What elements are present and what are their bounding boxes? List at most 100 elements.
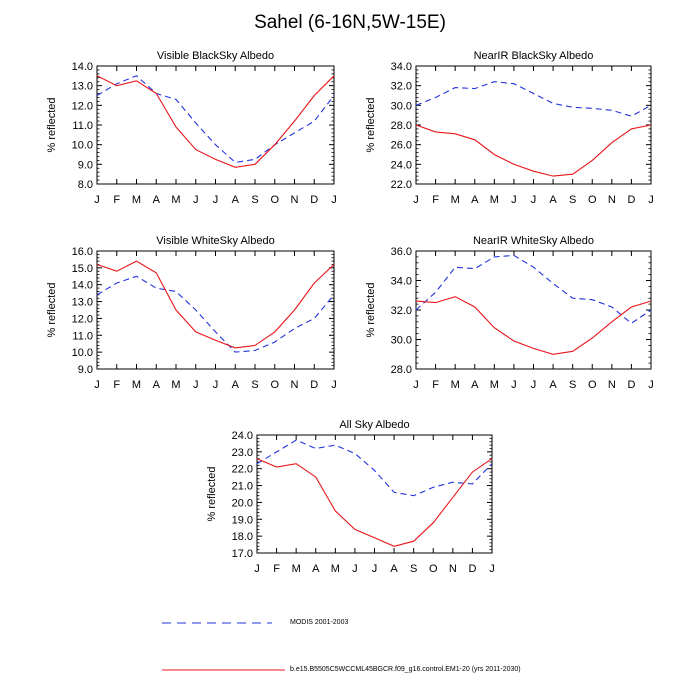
y-tick-label: 20.0 — [232, 497, 253, 509]
series-line-model — [415, 296, 652, 355]
y-tick-label: 13.0 — [72, 297, 93, 309]
x-tick-label: M — [331, 563, 340, 575]
x-tick-label: M — [490, 194, 499, 206]
x-tick-label: O — [429, 563, 438, 575]
y-axis-label: % reflected — [365, 97, 377, 152]
plot-frame — [256, 434, 493, 554]
x-tick-label: S — [569, 379, 576, 391]
x-tick-label: D — [310, 379, 318, 391]
y-tick-label: 22.0 — [391, 179, 412, 191]
plot-frame — [96, 65, 335, 185]
legend-modis-label: MODIS 2001-2003 — [290, 619, 349, 626]
y-tick-label: 26.0 — [391, 140, 412, 152]
y-tick-label: 24.0 — [391, 159, 412, 171]
x-tick-label: S — [410, 563, 417, 575]
y-tick-label: 32.0 — [391, 305, 412, 317]
x-tick-label: M — [451, 194, 460, 206]
x-tick-label: M — [171, 194, 180, 206]
x-tick-label: J — [193, 194, 199, 206]
x-tick-label: A — [312, 563, 320, 575]
x-tick-label: N — [449, 563, 457, 575]
x-tick-label: M — [132, 194, 141, 206]
y-tick-label: 16.0 — [72, 246, 93, 258]
x-tick-label: J — [331, 379, 337, 391]
x-tick-label: J — [254, 563, 260, 575]
y-tick-label: 9.0 — [78, 364, 93, 376]
legend-model-label: b.e15.B5505C5WCCML45BGCR.f09_g16.control… — [290, 666, 521, 673]
plot-frame — [415, 65, 652, 185]
x-tick-label: J — [511, 194, 517, 206]
y-tick-label: 28.0 — [391, 120, 412, 132]
x-tick-label: M — [132, 379, 141, 391]
figure-title: Sahel (6-16N,5W-15E) — [254, 12, 446, 33]
x-tick-label: F — [432, 379, 439, 391]
panel-visible-whitesky-albedo: Visible WhiteSky Albedo % reflected 9.0 10.… — [46, 235, 337, 391]
x-tick-label: J — [331, 194, 337, 206]
x-tick-label: D — [468, 563, 476, 575]
y-tick-label: 12.0 — [72, 100, 93, 112]
panel-title: Visible WhiteSky Albedo — [156, 235, 274, 247]
y-tick-label: 18.0 — [232, 531, 253, 543]
y-tick-label: 21.0 — [232, 481, 253, 493]
y-tick-label: 28.0 — [391, 364, 412, 376]
x-tick-label: M — [490, 379, 499, 391]
y-tick-label: 32.0 — [391, 81, 412, 93]
x-tick-label: O — [270, 379, 279, 391]
y-tick-label: 34.0 — [391, 276, 412, 288]
y-tick-label: 10.0 — [72, 347, 93, 359]
series-line-model — [415, 124, 652, 177]
x-tick-label: J — [531, 194, 537, 206]
x-tick-label: A — [153, 194, 161, 206]
series-line-modis — [96, 75, 335, 163]
x-tick-label: D — [310, 194, 318, 206]
y-tick-label: 30.0 — [391, 335, 412, 347]
x-tick-label: D — [627, 194, 635, 206]
plot-frame — [415, 250, 652, 370]
x-tick-label: J — [372, 563, 378, 575]
series-line-model — [256, 458, 493, 547]
x-tick-label: N — [291, 194, 299, 206]
y-tick-label: 23.0 — [232, 447, 253, 459]
y-tick-label: 19.0 — [232, 514, 253, 526]
x-tick-label: O — [588, 194, 597, 206]
panel-title: NearIR BlackSky Albedo — [474, 50, 594, 62]
y-tick-label: 12.0 — [72, 313, 93, 325]
x-tick-label: F — [113, 194, 120, 206]
x-tick-label: N — [608, 379, 616, 391]
y-tick-label: 36.0 — [391, 246, 412, 258]
x-tick-label: N — [608, 194, 616, 206]
x-tick-label: O — [588, 379, 597, 391]
y-axis-label: % reflected — [46, 97, 58, 152]
series-line-model — [96, 75, 335, 168]
x-tick-label: A — [390, 563, 398, 575]
x-tick-label: J — [94, 379, 100, 391]
series-line-modis — [256, 439, 493, 497]
x-tick-label: A — [232, 379, 240, 391]
x-tick-label: A — [471, 379, 479, 391]
x-tick-label: J — [213, 379, 219, 391]
x-tick-label: D — [627, 379, 635, 391]
y-tick-label: 10.0 — [72, 140, 93, 152]
x-tick-label: M — [292, 563, 301, 575]
panel-title: NearIR WhiteSky Albedo — [473, 235, 594, 247]
y-tick-label: 34.0 — [391, 61, 412, 73]
y-tick-label: 9.0 — [78, 159, 93, 171]
x-tick-label: A — [232, 194, 240, 206]
y-tick-label: 17.0 — [232, 548, 253, 560]
y-axis-label: % reflected — [46, 282, 58, 337]
x-tick-label: S — [251, 194, 258, 206]
y-tick-label: 30.0 — [391, 100, 412, 112]
x-tick-label: M — [451, 379, 460, 391]
y-tick-label: 15.0 — [72, 263, 93, 275]
x-tick-label: A — [549, 194, 557, 206]
y-axis-label: % reflected — [365, 282, 377, 337]
x-tick-label: J — [193, 379, 199, 391]
x-tick-label: M — [171, 379, 180, 391]
x-tick-label: J — [94, 194, 100, 206]
x-tick-label: J — [352, 563, 358, 575]
panel-nearir-blacksky-albedo: NearIR BlackSky Albedo % reflected 22.0 24.… — [365, 50, 654, 206]
y-axis-label: % reflected — [206, 466, 218, 521]
y-tick-label: 11.0 — [72, 330, 93, 342]
x-tick-label: F — [432, 194, 439, 206]
